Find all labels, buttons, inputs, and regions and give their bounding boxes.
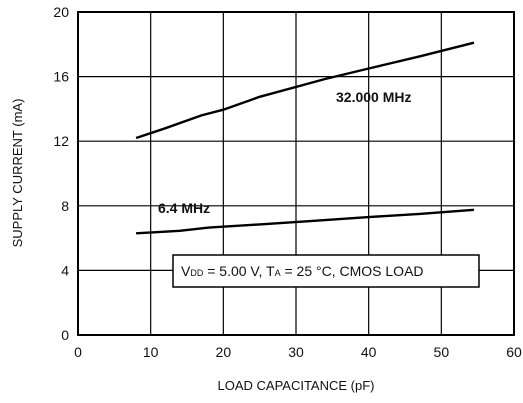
series-line-0 bbox=[135, 41, 475, 140]
y-tick-label-16: 16 bbox=[53, 69, 69, 85]
series-line-1 bbox=[136, 208, 475, 235]
conditions-note-text: VDD = 5.00 V, TA = 25 °C, CMOS LOAD bbox=[181, 263, 424, 279]
y-tick-label-8: 8 bbox=[61, 198, 69, 214]
x-tick-label-0: 0 bbox=[74, 344, 82, 360]
y-tick-labels: 0 4 8 12 16 20 bbox=[53, 4, 69, 343]
y-axis-title: SUPPLY CURRENT (mA) bbox=[10, 99, 25, 248]
x-tick-labels: 0 10 20 30 40 50 60 bbox=[74, 344, 522, 360]
x-tick-label-20: 20 bbox=[216, 344, 232, 360]
x-tick-label-30: 30 bbox=[288, 344, 304, 360]
conditions-note: VDD = 5.00 V, TA = 25 °C, CMOS LOAD bbox=[172, 254, 480, 288]
y-tick-label-0: 0 bbox=[61, 327, 69, 343]
x-axis-title: LOAD CAPACITANCE (pF) bbox=[218, 378, 375, 393]
series-label-32mhz: 32.000 MHz bbox=[336, 89, 411, 105]
y-tick-label-4: 4 bbox=[61, 262, 69, 278]
conditions-note-box bbox=[172, 254, 480, 288]
x-tick-label-60: 60 bbox=[506, 344, 522, 360]
x-tick-label-50: 50 bbox=[434, 344, 450, 360]
x-tick-label-40: 40 bbox=[361, 344, 377, 360]
y-tick-label-12: 12 bbox=[53, 133, 69, 149]
y-tick-label-20: 20 bbox=[53, 4, 69, 20]
series-lines bbox=[135, 41, 475, 235]
x-tick-label-10: 10 bbox=[143, 344, 159, 360]
plot-area-frame bbox=[77, 11, 515, 336]
series-label-6mhz: 6.4 MHz bbox=[158, 200, 210, 216]
